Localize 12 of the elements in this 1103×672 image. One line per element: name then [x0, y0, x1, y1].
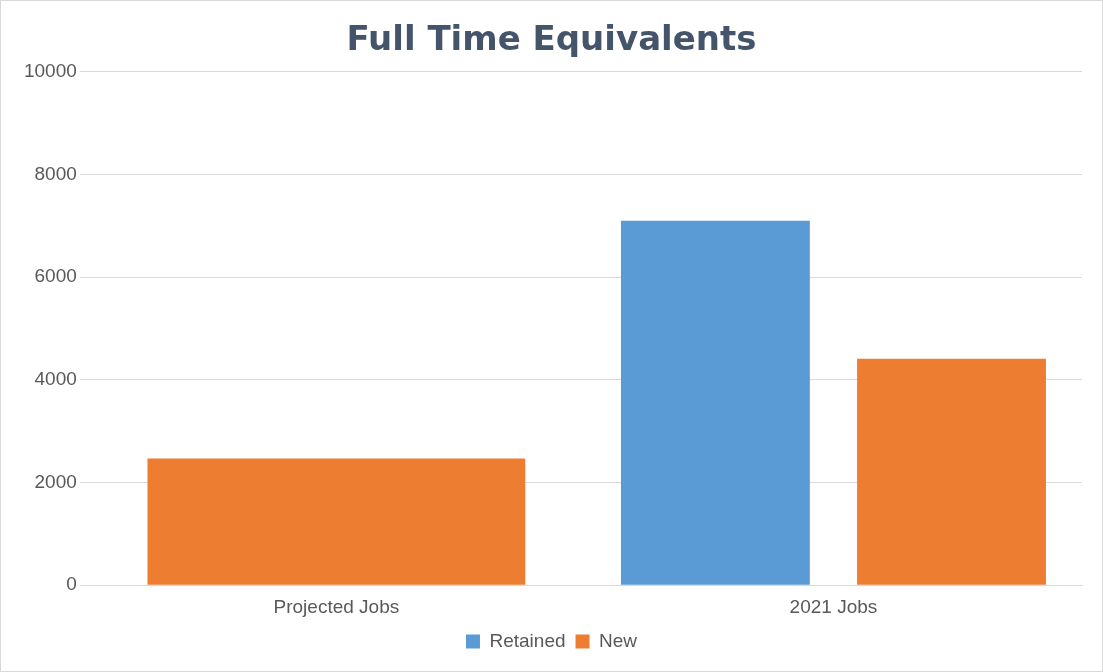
legend-label: Retained: [489, 629, 566, 651]
legend-label: New: [599, 629, 638, 651]
chart-title: Full Time Equivalents: [346, 18, 757, 59]
y-tick-label: 4000: [34, 368, 77, 390]
x-tick-label: 2021 Jobs: [789, 595, 878, 617]
y-tick-label: 6000: [34, 265, 77, 287]
y-tick-label: 2000: [34, 470, 77, 492]
x-tick-label: Projected Jobs: [273, 595, 400, 617]
y-tick-label: 8000: [34, 162, 77, 184]
bar: [620, 220, 810, 585]
y-tick-label: 0: [66, 573, 77, 595]
y-tick-label: 10000: [23, 60, 77, 82]
